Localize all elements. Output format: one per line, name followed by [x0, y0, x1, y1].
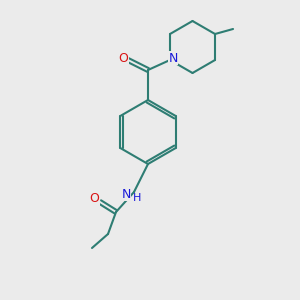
Text: N: N — [121, 188, 131, 200]
Text: H: H — [133, 193, 141, 203]
Text: N: N — [168, 52, 178, 64]
Text: O: O — [118, 52, 128, 64]
Text: O: O — [89, 193, 99, 206]
